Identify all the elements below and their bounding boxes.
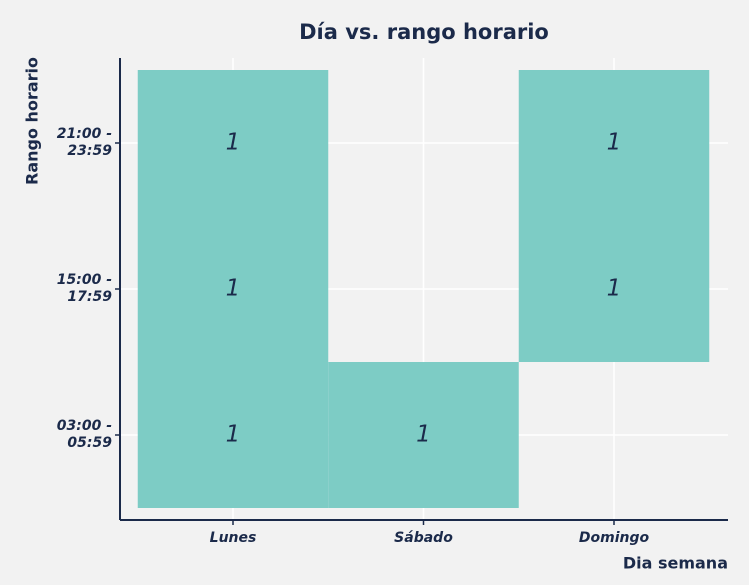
value-label: 1 [226, 130, 241, 156]
value-label: 1 [226, 422, 241, 448]
value-label: 1 [607, 130, 622, 156]
x-tick-label: Lunes [210, 530, 257, 546]
y-tick-label: 15:00 - 17:59 [56, 272, 112, 305]
x-axis-title: Dia semana [623, 554, 728, 573]
x-tick-label: Sábado [394, 530, 453, 546]
y-tick-label: 21:00 - 23:59 [56, 126, 112, 159]
heat-cell [328, 362, 519, 508]
y-tick-label: 03:00 - 05:59 [56, 418, 112, 451]
heat-cell [518, 70, 710, 216]
y-axis-title: Rango horario [23, 57, 42, 185]
value-label: 1 [226, 276, 241, 302]
value-label: 1 [607, 276, 622, 302]
x-tick-label: Domingo [579, 530, 650, 546]
heat-cell [137, 362, 329, 508]
heat-cell [137, 70, 329, 216]
value-label: 1 [416, 422, 431, 448]
chart-title: Día vs. rango horario [299, 20, 549, 44]
heat-cell [137, 216, 329, 362]
heat-cell [518, 216, 710, 362]
